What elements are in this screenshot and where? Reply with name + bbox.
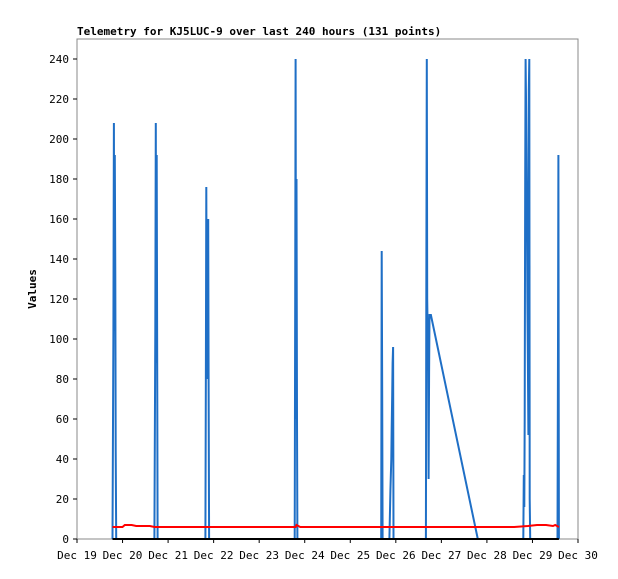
x-tick-label: Dec 23 bbox=[239, 549, 279, 562]
x-tick-label: Dec 24 bbox=[285, 549, 325, 562]
x-axis: Dec 19 Dec 20 Dec 21 Dec 22 Dec 23 Dec 24 Dec … bbox=[57, 539, 598, 562]
y-tick-label: 120 bbox=[49, 293, 69, 306]
y-tick-label: 40 bbox=[56, 453, 69, 466]
y-axis-label: Values bbox=[26, 269, 39, 309]
chart-title: Telemetry for KJ5LUC-9 over last 240 hou… bbox=[77, 25, 441, 38]
y-tick-label: 180 bbox=[49, 173, 69, 186]
plot-area bbox=[76, 38, 579, 540]
y-tick-label: 240 bbox=[49, 53, 69, 66]
x-tick-label: Dec 29 bbox=[513, 549, 553, 562]
y-tick-label: 160 bbox=[49, 213, 69, 226]
x-tick-label: Dec 22 bbox=[194, 549, 234, 562]
y-tick-label: 200 bbox=[49, 133, 69, 146]
y-tick-label: 80 bbox=[56, 373, 69, 386]
x-tick-label: Dec 27 bbox=[421, 549, 461, 562]
series-group bbox=[111, 58, 560, 540]
y-tick-label: 60 bbox=[56, 413, 69, 426]
x-tick-label: Dec 20 bbox=[103, 549, 143, 562]
y-tick-label: 140 bbox=[49, 253, 69, 266]
y-tick-label: 100 bbox=[49, 333, 69, 346]
x-tick-label: Dec 28 bbox=[467, 549, 507, 562]
series-line-0 bbox=[111, 58, 560, 540]
y-tick-label: 0 bbox=[62, 533, 69, 546]
y-tick-label: 20 bbox=[56, 493, 69, 506]
x-tick-label: Dec 19 bbox=[57, 549, 97, 562]
x-tick-label: Dec 21 bbox=[148, 549, 188, 562]
x-tick-label: Dec 30 bbox=[558, 549, 598, 562]
x-tick-label: Dec 26 bbox=[376, 549, 416, 562]
series-line-1 bbox=[112, 523, 560, 528]
y-axis: 0 20 40 60 80 100 120 140 160 180 200 220 240 bbox=[49, 53, 77, 546]
x-tick-label: Dec 25 bbox=[330, 549, 370, 562]
y-tick-label: 220 bbox=[49, 93, 69, 106]
